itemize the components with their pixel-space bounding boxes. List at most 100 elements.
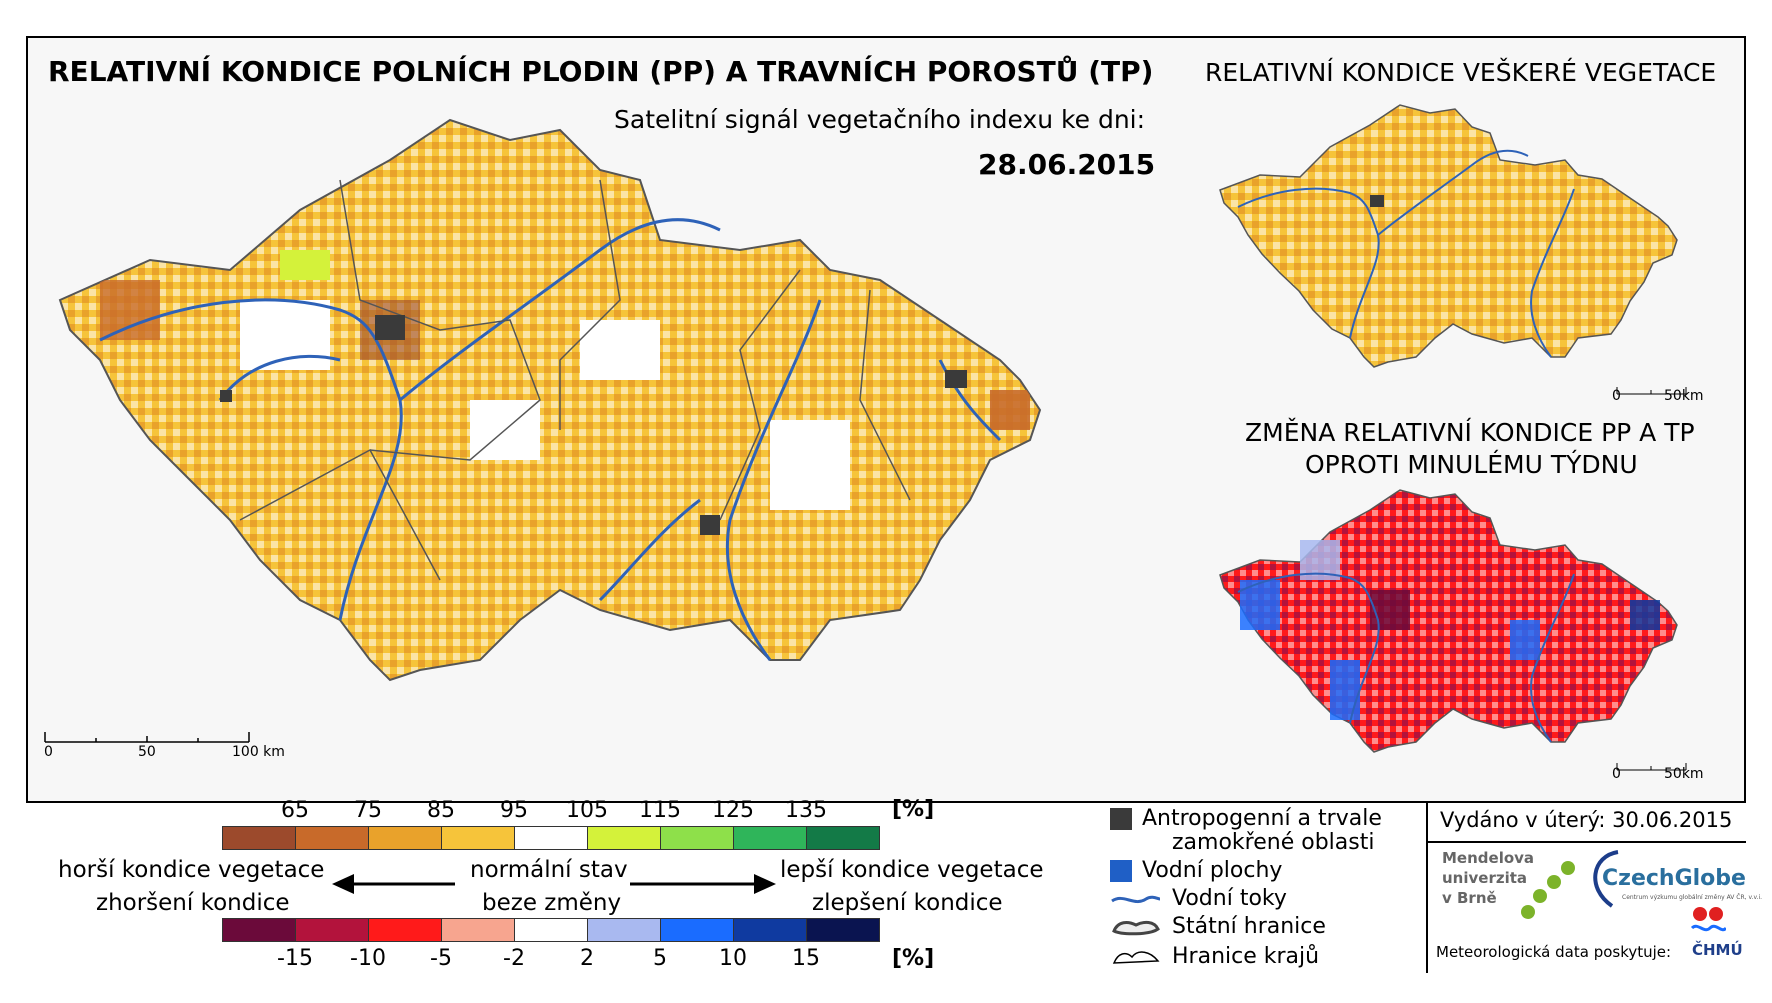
info-panel-divider xyxy=(1426,801,1428,973)
region-border-label: Hranice krajů xyxy=(1172,944,1320,969)
legend-tick-label: 85 xyxy=(427,798,455,823)
state-border-icon xyxy=(1112,920,1160,935)
condition-unit: [%] xyxy=(892,797,935,822)
legend-swatch xyxy=(295,918,369,942)
czech-republic-shape xyxy=(58,118,1042,682)
legend-swatch xyxy=(441,918,515,942)
czechglobe-subtitle: Centrum výzkumu globální změny AV ČR, v.… xyxy=(1622,894,1763,901)
anthropogenic-label: Antropogenní a trvale xyxy=(1142,806,1382,831)
anthropogenic-label-2: zamokřené oblasti xyxy=(1172,830,1375,855)
mendel-dots-icon xyxy=(1521,861,1575,919)
legend-tick-label: 125 xyxy=(712,798,754,823)
normal-label: normální stav xyxy=(470,857,628,883)
all-vegetation-title: RELATIVNÍ KONDICE VEŠKERÉ VEGETACE xyxy=(1205,58,1717,87)
legend-rivers: Vodní toky xyxy=(1110,886,1287,911)
chmu-label: ČHMÚ xyxy=(1692,941,1743,959)
change-map[interactable] xyxy=(1210,480,1750,780)
czechglobe-arc-icon xyxy=(1593,850,1619,908)
meteo-label: Meteorologická data poskytuje: xyxy=(1436,943,1672,961)
issued-box xyxy=(1426,801,1746,843)
rivers xyxy=(99,218,1002,661)
legend-tick-label: 5 xyxy=(653,946,667,971)
legend-tick-label: -2 xyxy=(503,946,525,971)
legend-swatch xyxy=(368,918,442,942)
legend-tick-label: 65 xyxy=(281,798,309,823)
small-scale-1-50: 50km xyxy=(1664,388,1704,404)
normal-label-2: beze změny xyxy=(482,890,622,916)
legend-swatch xyxy=(587,826,661,850)
condition-color-scale xyxy=(222,826,880,850)
change-unit: [%] xyxy=(892,946,935,971)
main-scale-bar xyxy=(44,732,250,743)
condition-patches xyxy=(100,250,1030,510)
water-swatch-icon xyxy=(1110,859,1132,882)
mendel-line2: univerzita xyxy=(1442,869,1528,887)
small-scale-1-0: 0 xyxy=(1612,388,1621,404)
small-scale-bar-2 xyxy=(1616,763,1687,771)
legend-swatch xyxy=(806,826,880,850)
change-title-line2: OPROTI MINULÉMU TÝDNU xyxy=(1305,450,1638,479)
main-scale-50: 50 xyxy=(138,744,156,760)
legend-tick-label: -5 xyxy=(430,946,452,971)
legend-tick-label: 10 xyxy=(719,946,747,971)
legend-tick-label: 95 xyxy=(500,798,528,823)
small-scale-2-50: 50km xyxy=(1664,766,1704,782)
legend-swatch xyxy=(222,826,296,850)
legend-tick-label: 105 xyxy=(566,798,608,823)
legend-region-border: Hranice krajů xyxy=(1110,944,1319,969)
legend-swatch xyxy=(733,826,807,850)
issued-label: Vydáno v úterý: 30.06.2015 xyxy=(1440,808,1733,832)
legend-anthropogenic: Antropogenní a trvale xyxy=(1110,806,1382,831)
change-color-scale xyxy=(222,918,880,942)
legend-tick-label: 15 xyxy=(792,946,820,971)
urban-areas xyxy=(220,315,967,535)
legend-swatch xyxy=(222,918,296,942)
region-borders xyxy=(239,179,911,581)
main-map[interactable] xyxy=(40,100,1190,760)
legend-tick-label: -10 xyxy=(350,946,386,971)
legend-swatch xyxy=(514,918,588,942)
legend-swatch xyxy=(733,918,807,942)
legend-tick-label: 135 xyxy=(785,798,827,823)
water-bodies-label: Vodní plochy xyxy=(1142,858,1283,883)
better-label: lepší kondice vegetace xyxy=(780,857,1044,883)
region-border-icon xyxy=(1112,950,1160,964)
urban-swatch-icon xyxy=(1110,807,1132,830)
arrow-right-icon xyxy=(630,874,776,894)
legend-swatch xyxy=(368,826,442,850)
main-scale-100: 100 km xyxy=(232,744,285,760)
legend-water-bodies: Vodní plochy xyxy=(1110,858,1282,883)
date-label: 28.06.2015 xyxy=(978,148,1156,181)
legend-swatch xyxy=(660,826,734,850)
change-title-line1: ZMĚNA RELATIVNÍ KONDICE PP A TP xyxy=(1245,418,1695,447)
small-scale-bar-1 xyxy=(1616,387,1687,395)
mendel-line1: Mendelova xyxy=(1442,849,1535,867)
legend-swatch xyxy=(295,826,369,850)
legend-tick-label: 75 xyxy=(354,798,382,823)
river-line-icon xyxy=(1111,895,1161,903)
main-title: RELATIVNÍ KONDICE POLNÍCH PLODIN (PP) A … xyxy=(48,55,1154,88)
legend-swatch xyxy=(514,826,588,850)
state-border-label: Státní hranice xyxy=(1172,914,1326,939)
legend-state-border: Státní hranice xyxy=(1110,914,1326,939)
legend-swatch xyxy=(587,918,661,942)
main-scale-0: 0 xyxy=(44,744,53,760)
legend-swatch xyxy=(806,918,880,942)
legend-swatch xyxy=(441,826,515,850)
arrow-left-icon xyxy=(332,874,455,894)
rivers-label: Vodní toky xyxy=(1172,886,1287,911)
mendel-logo: Mendelova univerzita v Brně xyxy=(1442,848,1534,908)
legend-tick-label: 2 xyxy=(580,946,594,971)
chmu-logo-icon xyxy=(1690,907,1726,932)
mendel-line3: v Brně xyxy=(1442,889,1497,907)
legend-tick-label: -15 xyxy=(277,946,313,971)
better-label-2: zlepšení kondice xyxy=(812,890,1003,916)
all-vegetation-map[interactable] xyxy=(1210,95,1750,405)
worse-label: horší kondice vegetace xyxy=(58,857,325,883)
legend-swatch xyxy=(660,918,734,942)
subtitle: Satelitní signál vegetačního indexu ke d… xyxy=(614,105,1146,134)
worse-label-2: zhoršení kondice xyxy=(96,890,290,916)
czechglobe-logo: CzechGlobe xyxy=(1602,866,1746,891)
legend-tick-label: 115 xyxy=(639,798,681,823)
small-scale-2-0: 0 xyxy=(1612,766,1621,782)
